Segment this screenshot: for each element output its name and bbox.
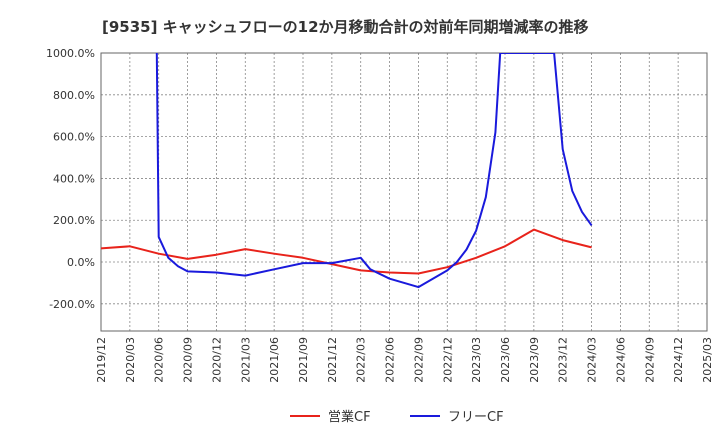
x-tick-label: 2022/06 — [384, 337, 397, 383]
x-tick-label: 2019/12 — [95, 337, 108, 383]
plot-area — [100, 52, 708, 332]
y-tick-label: 400.0% — [53, 172, 95, 185]
legend-label: 営業CF — [328, 409, 371, 425]
x-tick-label: 2024/12 — [672, 337, 685, 383]
y-tick-label: -200.0% — [49, 298, 95, 311]
y-tick-label: 200.0% — [53, 214, 95, 227]
x-tick-label: 2021/12 — [326, 337, 339, 383]
x-tick-label: 2022/12 — [441, 337, 454, 383]
x-tick-label: 2022/09 — [412, 337, 425, 383]
x-tick-label: 2024/03 — [586, 337, 599, 383]
y-tick-label: 600.0% — [53, 131, 95, 144]
y-tick-label: 1000.0% — [46, 47, 95, 60]
y-axis: -200.0% 0.0% 200.0% 400.0% 600.0% 800.0% 1000.… — [46, 47, 95, 311]
x-tick-label: 2023/03 — [470, 337, 483, 383]
x-tick-label: 2020/06 — [153, 337, 166, 383]
x-axis: 2019/12 2020/03 2020/06 2020/09 2020/12 2021/… — [95, 337, 714, 383]
legend: 営業CF フリーCF — [290, 409, 504, 425]
x-tick-label: 2021/06 — [268, 337, 281, 383]
series-line-operating-cf — [101, 228, 592, 275]
series-line-free-cf — [155, 53, 593, 289]
x-tick-label: 2024/09 — [643, 337, 656, 383]
grid — [100, 52, 708, 331]
y-tick-label: 800.0% — [53, 89, 95, 102]
x-tick-label: 2022/03 — [355, 337, 368, 383]
x-tick-label: 2025/03 — [701, 337, 714, 383]
series-group — [101, 53, 593, 289]
x-tick-label: 2023/06 — [499, 337, 512, 383]
x-tick-label: 2023/09 — [528, 337, 541, 383]
x-tick-label: 2020/12 — [210, 337, 223, 383]
legend-label: フリーCF — [448, 410, 504, 425]
x-tick-label: 2020/03 — [124, 337, 137, 383]
x-tick-label: 2021/09 — [297, 337, 310, 383]
x-tick-label: 2021/03 — [239, 337, 252, 383]
x-tick-label: 2020/09 — [182, 337, 195, 383]
y-tick-label: 0.0% — [67, 256, 95, 269]
x-tick-label: 2024/06 — [614, 337, 627, 383]
x-tick-label: 2023/12 — [557, 337, 570, 383]
chart-title: [9535] キャッシュフローの12か月移動合計の対前年同期増減率の推移 — [102, 18, 589, 36]
